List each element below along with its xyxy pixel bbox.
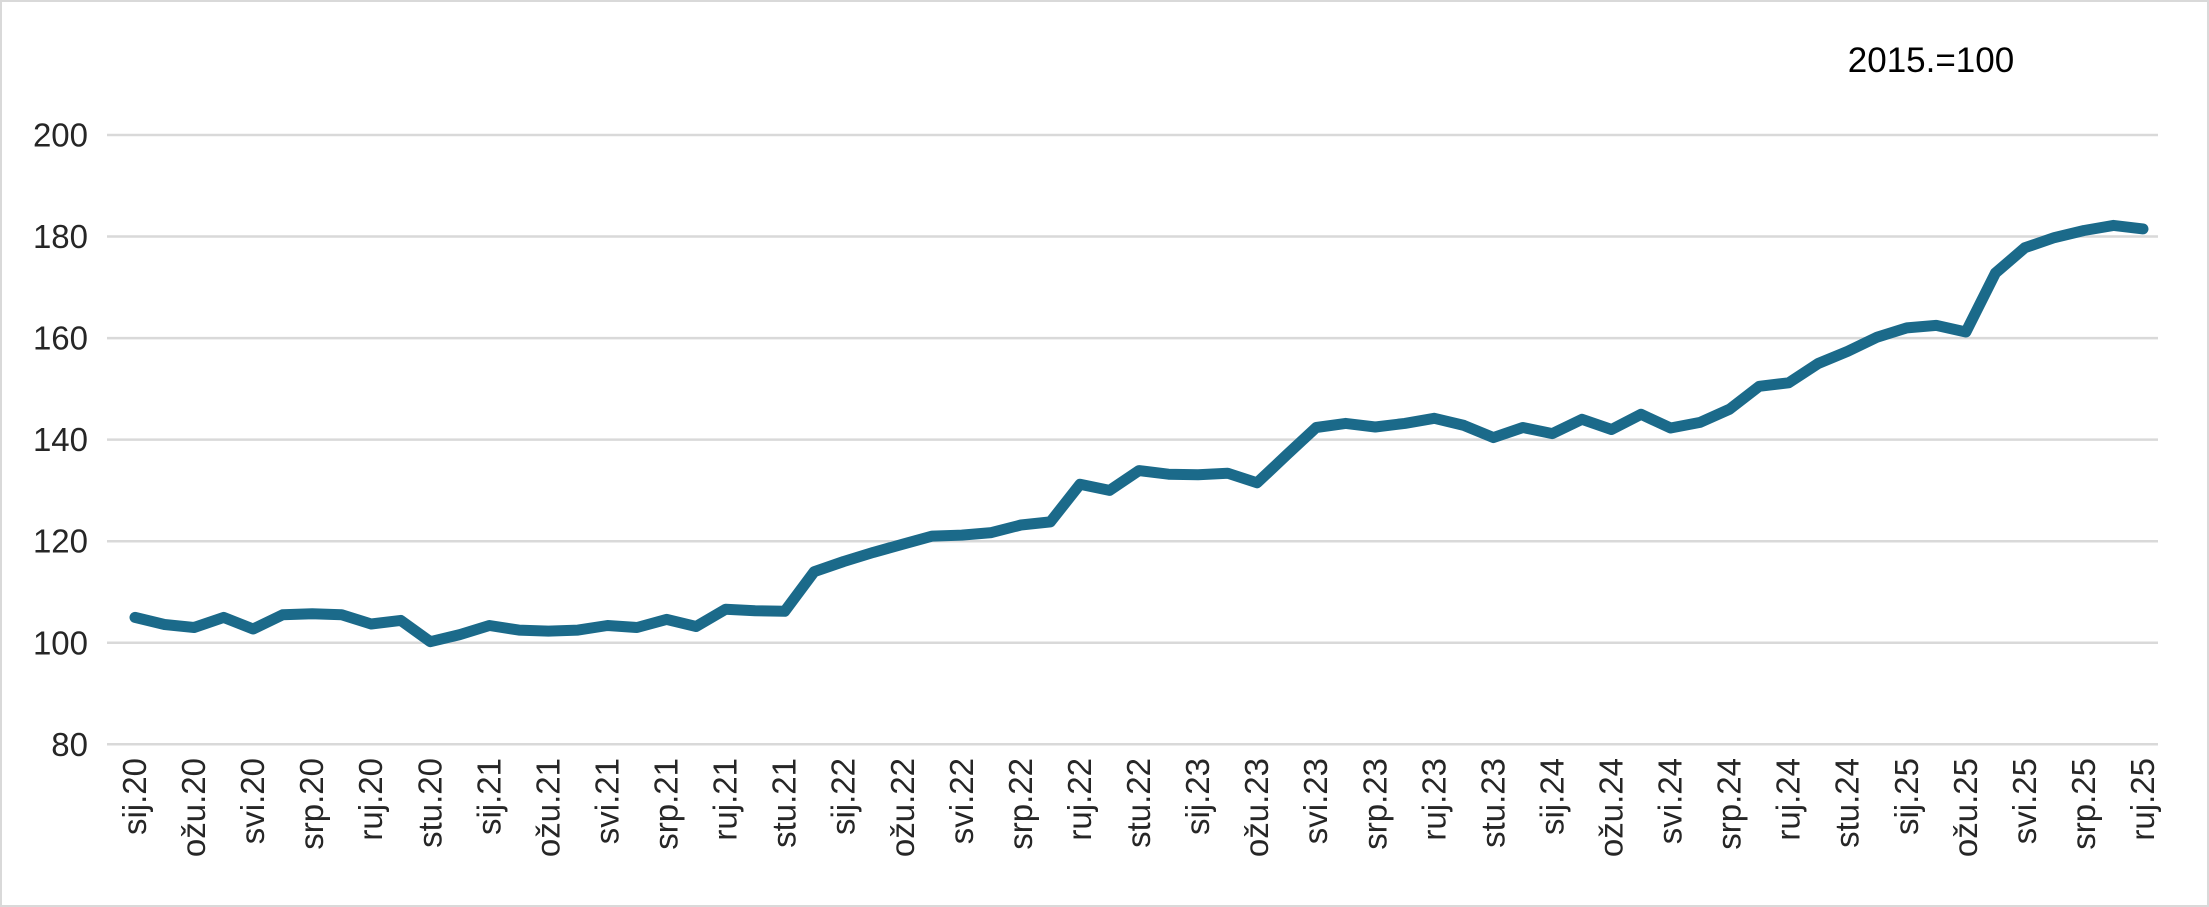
y-axis-tick-label: 180: [33, 218, 88, 255]
y-axis-tick-label: 160: [33, 320, 88, 357]
x-axis-tick-label: stu.24: [1829, 758, 1866, 848]
x-axis-tick-label: srp.21: [648, 758, 685, 850]
x-axis-tick-label: ruj.24: [1770, 758, 1807, 841]
x-axis-tick-label: ruj.22: [1061, 758, 1098, 841]
x-axis-tick-label: ožu.22: [884, 758, 921, 857]
x-axis-tick-label: stu.20: [411, 758, 448, 848]
x-axis-tick-label: stu.23: [1474, 758, 1511, 848]
y-axis-labels: 80 100 120 140 160 180 200: [33, 117, 88, 763]
x-axis-tick-label: svi.21: [588, 758, 625, 844]
x-axis-tick-label: ožu.25: [1947, 758, 1984, 857]
x-axis-tick-label: ožu.21: [529, 758, 566, 857]
x-axis-tick-label: stu.22: [1120, 758, 1157, 848]
x-axis-tick-label: ruj.20: [352, 758, 389, 841]
x-axis-tick-label: svi.25: [2006, 758, 2043, 844]
series-line: [129, 219, 2149, 648]
y-axis-tick-label: 200: [33, 117, 88, 154]
x-axis-tick-label: srp.20: [293, 758, 330, 850]
x-axis-tick-label: svi.24: [1652, 758, 1689, 844]
y-axis-tick-label: 80: [51, 726, 88, 763]
x-axis-tick-label: stu.21: [766, 758, 803, 848]
x-axis-tick-label: svi.23: [1297, 758, 1334, 844]
x-axis-tick-label: ožu.24: [1593, 758, 1630, 857]
y-axis-tick-label: 100: [33, 624, 88, 661]
x-axis-tick-label: svi.22: [943, 758, 980, 844]
x-axis-tick-label: srp.23: [1356, 758, 1393, 850]
x-axis-tick-label: ruj.25: [2124, 758, 2161, 841]
y-axis-tick-label: 140: [33, 421, 88, 458]
x-axis-tick-label: sij.21: [470, 758, 507, 835]
x-axis-tick-label: srp.25: [2065, 758, 2102, 850]
x-axis-tick-label: sij.20: [116, 758, 153, 835]
x-axis-tick-label: srp.22: [1002, 758, 1039, 850]
x-axis-tick-label: srp.24: [1711, 758, 1748, 850]
x-axis-tick-label: svi.20: [234, 758, 271, 844]
index-base-annotation: 2015.=100: [1848, 41, 2014, 80]
x-axis-tick-label: sij.25: [1888, 758, 1925, 835]
x-axis-tick-label: sij.23: [1179, 758, 1216, 835]
x-axis-tick-label: ožu.23: [1238, 758, 1275, 857]
x-axis-tick-label: sij.22: [825, 758, 862, 835]
x-axis-tick-label: ožu.20: [175, 758, 212, 857]
x-axis-tick-label: ruj.23: [1415, 758, 1452, 841]
y-axis-tick-label: 120: [33, 523, 88, 560]
x-axis-labels: sij.20 ožu.20 svi.20 srp.20 ruj.20 stu.20 sij.…: [116, 758, 2161, 857]
gridlines: [107, 133, 2158, 746]
x-axis-tick-label: sij.24: [1533, 758, 1570, 835]
x-axis-tick-label: ruj.21: [707, 758, 744, 841]
